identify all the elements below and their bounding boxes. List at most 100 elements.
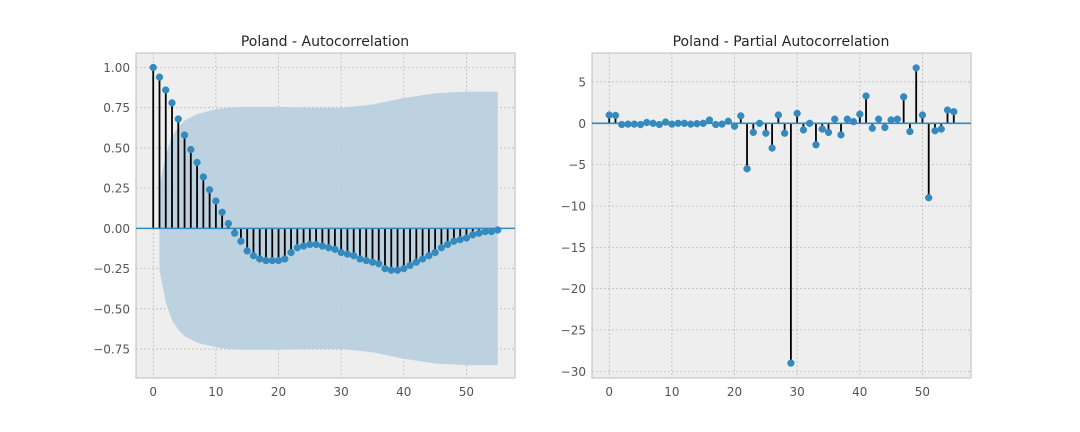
acf-data-point [155,73,164,81]
acf-data-point [187,145,195,154]
acf-data-point [193,158,201,167]
acf-data-point [368,258,377,266]
pacf-data-point [943,106,952,114]
acf-data-point [256,255,264,263]
acf-data-point [199,173,207,181]
pacf-x-tick-label: 20 [727,385,742,399]
pacf-data-point [843,115,851,123]
pacf-data-point [718,120,726,128]
acf-data-point [231,229,239,237]
pacf-data-point [874,115,883,123]
acf-data-point [393,266,402,274]
pacf-chart: Poland - Partial Autocorrelation −30 −25 −… [561,34,972,399]
acf-data-point [293,244,301,252]
pacf-data-point [743,165,751,173]
acf-y-tick-label: −0.50 [93,302,130,316]
pacf-data-point [661,118,670,126]
acf-data-point [268,256,276,265]
acf-data-point [274,256,283,265]
pacf-data-point [849,117,858,126]
pacf-y-tick-label: 0 [578,117,586,131]
pacf-data-point [806,119,814,127]
acf-data-point [343,250,352,258]
pacf-data-point [862,92,870,100]
acf-data-point [237,237,245,245]
pacf-data-point [611,111,620,120]
pacf-data-point [912,64,920,72]
acf-data-point [356,255,364,263]
acf-x-tick-label: 10 [208,385,223,399]
pacf-data-point [737,112,745,120]
pacf-y-tick-label: −30 [561,365,586,379]
acf-data-point [425,252,433,260]
pacf-data-point [724,117,732,125]
pacf-data-point [812,141,820,149]
acf-data-point [149,63,157,72]
pacf-data-point [630,120,638,128]
acf-data-point [400,264,408,273]
acf-data-point [406,261,414,270]
pacf-x-tick-label: 50 [915,385,930,399]
pacf-data-point [887,116,895,124]
acf-data-point [243,247,251,255]
pacf-x-tick-label: 30 [790,385,805,399]
pacf-data-point [705,116,714,124]
pacf-data-point [774,111,783,119]
acf-y-tick-label: −0.75 [93,343,130,357]
pacf-data-point [755,119,764,127]
pacf-data-point [636,120,645,129]
acf-data-point [262,256,270,265]
acf-data-point [494,226,502,234]
pacf-y-tick-label: −10 [561,199,586,213]
acf-data-point [362,256,370,265]
pacf-data-point [699,119,707,127]
acf-data-point [224,219,233,228]
pacf-data-point [793,109,801,118]
acf-data-point [487,227,496,236]
pacf-data-point [931,127,939,135]
pacf-data-point [818,125,826,133]
acf-x-tick-label: 30 [334,385,349,399]
acf-chart: Poland - Autocorrelation −0.75 −0.50 −0.25… [93,34,516,399]
pacf-data-point [868,124,876,132]
acf-data-point [481,227,489,236]
acf-data-point [218,208,226,216]
acf-y-tick-label: 0.50 [103,141,130,155]
acf-y-tick-label: 0.25 [103,182,130,196]
pacf-data-point [624,120,632,128]
acf-data-point [456,235,464,244]
acf-x-tick-label: 40 [396,385,411,399]
pacf-data-point [925,194,933,202]
acf-data-point [462,234,471,242]
acf-data-point [324,244,333,252]
acf-y-tick-label: 0.75 [103,101,130,115]
acf-x-tick-label: 20 [271,385,286,399]
acf-y-tick-label: 0.00 [103,222,130,236]
pacf-data-point [680,119,689,127]
pacf-x-tick-label: 10 [664,385,679,399]
pacf-data-point [906,127,914,136]
pacf-data-point [655,120,663,129]
pacf-y-tick-label: −5 [568,158,586,172]
pacf-data-point [837,131,845,139]
pacf-y-tick-label: −20 [561,282,586,296]
acf-data-point [299,242,308,250]
acf-data-point [174,115,182,123]
acf-data-point [212,197,220,205]
pacf-y-tick-label: 5 [578,75,586,89]
acf-data-point [418,255,427,263]
pacf-data-point [668,120,676,128]
pacf-data-point [712,120,720,129]
acf-data-point [180,131,189,139]
pacf-x-tick-label: 0 [605,385,613,399]
pacf-data-point [643,118,651,127]
pacf-data-point [824,128,833,137]
pacf-data-point [799,126,808,134]
acf-data-point [168,99,176,107]
acf-x-tick-label: 50 [459,385,474,399]
acf-data-point [205,186,214,194]
pacf-data-point [881,123,889,132]
pacf-data-point [768,144,776,152]
pacf-data-point [893,115,902,123]
